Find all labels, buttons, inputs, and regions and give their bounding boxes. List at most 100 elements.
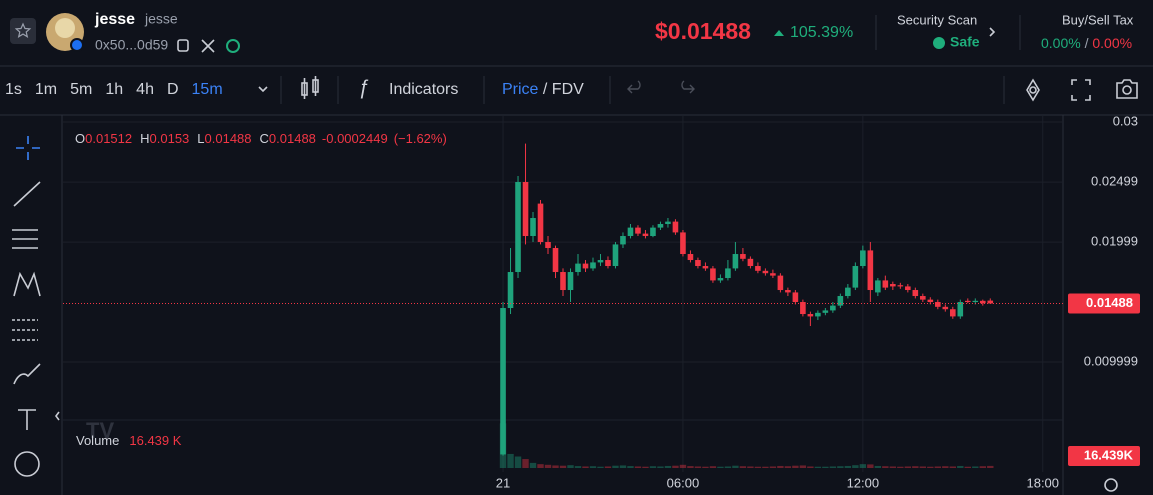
volume-bar <box>552 465 559 468</box>
candle-body <box>657 224 664 228</box>
candle-body <box>942 306 949 310</box>
pattern-tool[interactable] <box>13 271 41 297</box>
high-value: 0.0153 <box>150 131 190 146</box>
token-symbol: jesse <box>144 11 178 27</box>
candle-body <box>702 266 709 269</box>
interval-option[interactable]: 4h <box>136 81 154 98</box>
up-arrow <box>774 30 784 36</box>
shield-icon <box>933 37 945 49</box>
volume-bar <box>792 465 799 468</box>
sell-tax: 0.00% <box>1092 35 1132 51</box>
candle-body <box>635 227 641 234</box>
volume-bar <box>589 466 597 468</box>
volume-bar <box>769 466 777 468</box>
link-icon[interactable] <box>226 39 240 53</box>
candle-body <box>515 182 521 273</box>
volume-bar <box>822 466 829 468</box>
grid <box>63 115 1063 472</box>
volume-bar <box>657 466 664 468</box>
price: $0.01488 <box>655 18 751 44</box>
trendline-tool[interactable] <box>13 181 41 207</box>
interval-option[interactable]: 1s <box>5 81 22 98</box>
chain-badge <box>70 38 84 52</box>
volume-bar <box>537 464 544 468</box>
settings[interactable] <box>1026 78 1040 102</box>
crosshair-tool[interactable] <box>16 136 40 160</box>
candle-body <box>867 250 874 291</box>
candle-body <box>642 233 649 237</box>
star-icon <box>14 22 32 38</box>
interval-dropdown[interactable] <box>258 86 268 93</box>
candle-body <box>605 260 611 267</box>
low-value: 0.01488 <box>205 131 252 146</box>
candle-body <box>620 236 626 245</box>
security-title: Security Scan <box>897 12 977 27</box>
favorite-button[interactable] <box>10 18 36 44</box>
candle-body <box>725 268 731 279</box>
tax-values: 0.00% / 0.00% <box>1041 35 1132 51</box>
fdv-option[interactable]: FDV <box>552 81 584 98</box>
open-label: O <box>75 131 85 146</box>
interval-option[interactable]: 1h <box>105 81 123 98</box>
price-option[interactable]: Price <box>502 81 539 98</box>
screenshot[interactable] <box>1116 79 1138 99</box>
high-label: H <box>140 131 149 146</box>
interval-option[interactable]: 15m <box>192 81 223 98</box>
volume-bar <box>642 466 649 468</box>
volume-bar <box>814 466 822 468</box>
interval-option[interactable]: 5m <box>70 81 92 98</box>
volume-bar <box>664 465 672 468</box>
x-tick-label: 18:00 <box>1026 475 1059 490</box>
candle-body <box>920 296 926 300</box>
volume-bar <box>724 466 732 468</box>
interval-option[interactable]: D <box>167 81 179 98</box>
close-label: C <box>260 131 269 146</box>
volume-bar <box>687 466 694 468</box>
text-tool[interactable] <box>18 409 36 430</box>
watermark: TV <box>86 418 114 443</box>
security-status[interactable]: Safe <box>950 34 980 50</box>
emoji-tool[interactable] <box>14 451 40 477</box>
candle-body <box>507 272 514 309</box>
volume-bar <box>852 465 859 468</box>
forecast-tool[interactable] <box>12 319 38 341</box>
fx-icon[interactable]: ƒ <box>358 76 369 98</box>
copy-icon[interactable] <box>177 39 189 52</box>
interval-option[interactable]: 1m <box>35 81 57 98</box>
candle-body <box>590 262 596 269</box>
volume-label: Volume <box>76 433 119 448</box>
candle-body <box>964 300 971 303</box>
volume-bar <box>754 466 762 468</box>
volume-bar <box>897 466 904 468</box>
undo[interactable] <box>627 80 641 94</box>
chevron <box>989 27 996 37</box>
volume-bar <box>529 462 537 468</box>
volume-bar <box>544 464 552 468</box>
volume-bar <box>919 466 927 468</box>
brush-tool[interactable] <box>13 363 41 385</box>
candle-body <box>680 232 686 255</box>
fullscreen[interactable] <box>1071 79 1091 101</box>
x-tick-label: 06:00 <box>667 475 700 490</box>
volume-bar <box>912 466 919 468</box>
axis-settings[interactable] <box>1104 478 1118 492</box>
price-fdv-toggle[interactable]: Price / FDV <box>502 81 584 98</box>
redo[interactable] <box>681 80 695 94</box>
volume-bar <box>522 459 529 468</box>
x-icon[interactable] <box>201 39 215 53</box>
indicators-button[interactable]: Indicators <box>389 81 458 98</box>
volume-bar <box>709 466 717 468</box>
volume-bar <box>574 466 582 468</box>
candle-body <box>530 218 536 237</box>
candle-body <box>890 284 896 287</box>
fib-tool[interactable] <box>12 229 38 249</box>
candle-body <box>650 227 656 237</box>
collapse-toolbar[interactable] <box>55 411 60 421</box>
x-tick-label: 12:00 <box>847 475 880 490</box>
volume-bar <box>777 465 784 468</box>
candle-body <box>710 268 716 281</box>
token-name: jesse <box>94 11 135 28</box>
candle-type-icon[interactable] <box>301 76 319 99</box>
candle-body <box>575 263 581 273</box>
candle-body <box>852 266 859 288</box>
